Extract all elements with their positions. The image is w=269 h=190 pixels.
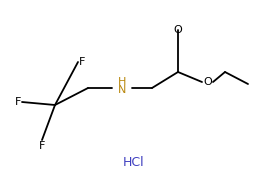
Text: O: O bbox=[174, 25, 182, 35]
Text: F: F bbox=[39, 141, 45, 151]
Text: H: H bbox=[118, 77, 126, 87]
Text: O: O bbox=[204, 77, 212, 87]
Text: F: F bbox=[79, 57, 85, 67]
Text: N: N bbox=[118, 85, 126, 95]
Text: HCl: HCl bbox=[123, 157, 145, 169]
Text: F: F bbox=[15, 97, 21, 107]
